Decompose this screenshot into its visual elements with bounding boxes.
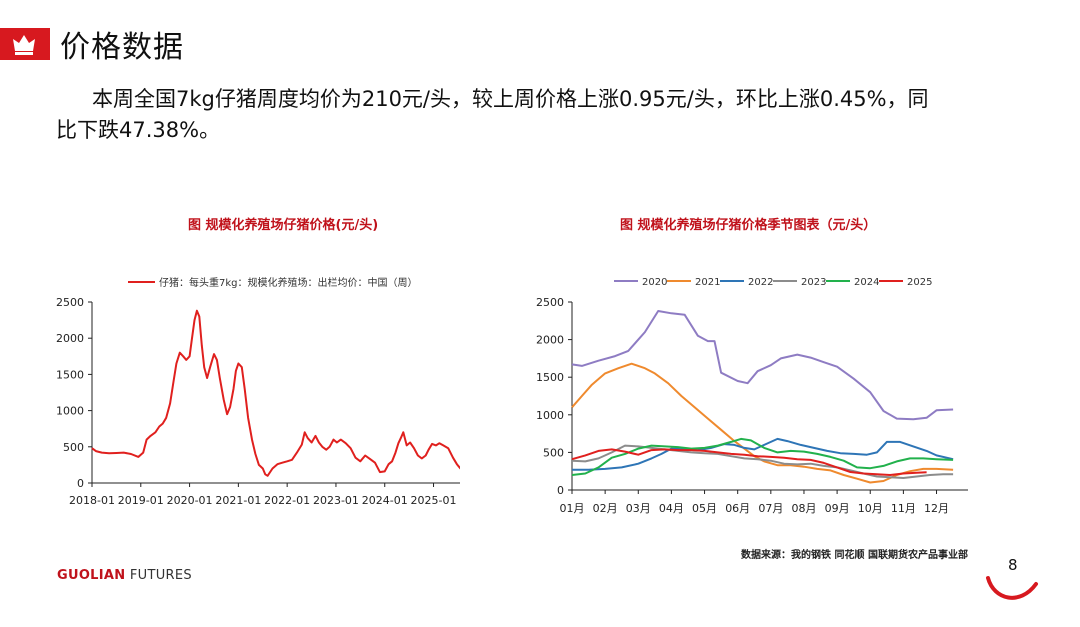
data-source-note: 数据来源：我的钢铁 同花顺 国联期货农产品事业部 [741, 550, 968, 561]
chart2-title: 图 规模化养殖场仔猪价格季节图表（元/头） [620, 218, 877, 233]
chart2-y-tick-label: 2000 [536, 334, 564, 347]
chart2-x-tick-label: 10月 [858, 502, 883, 515]
footer-brand-main: GUOLIAN [57, 568, 126, 583]
chart1-x-tick-label: 2018-01 [69, 494, 115, 507]
chart2-legend-label: 2020 [642, 277, 667, 288]
chart1-y-axis: 0 500 1000 1500 2000 2500 [56, 296, 92, 490]
chart2-series-line-2023 [571, 444, 954, 479]
chart1-legend-label: 仔猪：每头重7kg：规模化养殖场：出栏均价：中国（周） [159, 276, 418, 289]
chart2-x-tick-label: 04月 [659, 502, 684, 515]
chart1-series [91, 309, 460, 477]
chart2-x-tick-label: 01月 [560, 502, 585, 515]
chart1-x-tick-label: 2019-01 [118, 494, 164, 507]
chart2-x-tick-label: 06月 [725, 502, 750, 515]
chart2-y-tick-label: 1500 [536, 371, 564, 384]
chart2-series-line-2020 [571, 310, 954, 421]
chart1-legend: 仔猪：每头重7kg：规模化养殖场：出栏均价：中国（周） [128, 276, 418, 289]
chart1-title: 图 规模化养殖场仔猪价格(元/头) [188, 218, 379, 233]
chart1-y-tick-label: 500 [63, 441, 84, 454]
chart1-y-tick-label: 1500 [56, 368, 84, 381]
chart2-series-line-2024 [571, 437, 954, 476]
chart2-legend-label: 2024 [854, 277, 879, 288]
brand-crown-logo [0, 28, 50, 60]
crown-icon [13, 35, 35, 55]
chart2-y-tick-label: 2500 [536, 296, 564, 309]
chart2-x-tick-label: 09月 [825, 502, 850, 515]
chart2-x-tick-label: 08月 [791, 502, 816, 515]
chart2-x-tick-label: 05月 [692, 502, 717, 515]
chart2-y-tick-label: 0 [557, 484, 564, 497]
page-number: 8 [1008, 556, 1018, 574]
chart2-series [571, 310, 954, 484]
chart2-x-tick-label: 07月 [758, 502, 783, 515]
chart1-x-tick-label: 2023-01 [313, 494, 359, 507]
chart1-x-tick-label: 2020-01 [167, 494, 213, 507]
chart2-legend-label: 2021 [695, 277, 720, 288]
chart1-x-tick-label: 2022-01 [264, 494, 310, 507]
chart2-x-tick-label: 11月 [891, 502, 916, 515]
chart1-y-tick-label: 2500 [56, 296, 84, 309]
chart2-series-line-2025 [571, 448, 927, 476]
chart1-y-tick-label: 1000 [56, 405, 84, 418]
chart2-x-tick-label: 03月 [626, 502, 651, 515]
chart1-y-tick-label: 0 [77, 477, 84, 490]
chart2-y-tick-label: 500 [543, 446, 564, 459]
footer-brand-sub: FUTURES [125, 568, 192, 583]
chart2-legend: 2020 2021 2022 2023 2024 2025 [614, 277, 932, 288]
chart1-x-axis: 2018-01 2019-01 2020-01 2021-01 2022-01 2023-… [69, 483, 457, 507]
footer-brand: GUOLIAN FUTURES [57, 568, 192, 583]
summary-line-2: 比下跌47.38%。 [56, 118, 221, 142]
chart1-x-tick-label: 2025-01 [411, 494, 457, 507]
chart2-x-tick-label: 02月 [593, 502, 618, 515]
chart2-legend-label: 2023 [801, 277, 826, 288]
chart2-y-tick-label: 1000 [536, 409, 564, 422]
chart2-y-axis: 0 500 1000 1500 2000 2500 [536, 296, 572, 497]
chart2-series-line-2021 [571, 362, 954, 484]
chart2-series-line-2022 [572, 437, 954, 471]
chart1-series-line [91, 309, 460, 477]
summary-text: 本周全国7kg仔猪周度均价为210元/头，较上周价格上涨0.95元/头，环比上涨… [56, 84, 1006, 146]
chart2-x-tick-label: 12月 [924, 502, 949, 515]
chart2-seasonal-price: 2020 2021 2022 2023 2024 2025 0 500 1000 1500 200… [536, 277, 968, 515]
chart1-x-tick-label: 2024-01 [362, 494, 408, 507]
chart2-legend-label: 2025 [907, 277, 932, 288]
chart1-piglet-price: 仔猪：每头重7kg：规模化养殖场：出栏均价：中国（周） 0 500 1000 1500… [56, 276, 460, 507]
summary-line-1: 本周全国7kg仔猪周度均价为210元/头，较上周价格上涨0.95元/头，环比上涨… [92, 87, 929, 111]
chart1-x-tick-label: 2021-01 [215, 494, 261, 507]
chart1-y-tick-label: 2000 [56, 332, 84, 345]
page-title: 价格数据 [60, 30, 184, 65]
chart2-legend-label: 2022 [748, 277, 773, 288]
chart2-x-axis: 01月 02月 03月 04月 05月 06月 07月 08月 09月 10月 11月 12月 [560, 490, 949, 515]
